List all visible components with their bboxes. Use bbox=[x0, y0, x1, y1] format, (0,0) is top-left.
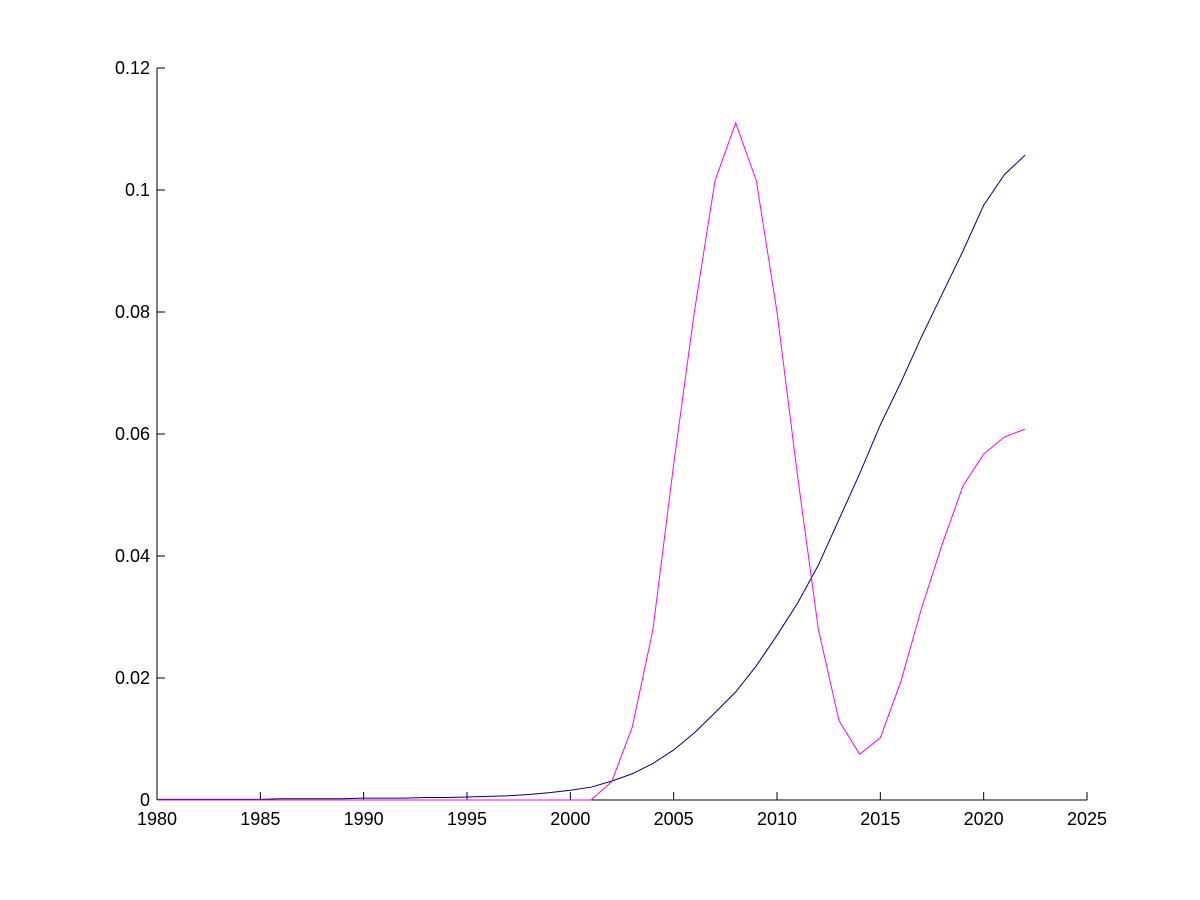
y-tick-label: 0.08 bbox=[115, 302, 150, 322]
x-tick-label: 1990 bbox=[344, 809, 384, 829]
x-tick-label: 2000 bbox=[550, 809, 590, 829]
y-tick-label: 0.04 bbox=[115, 546, 150, 566]
y-tick-label: 0 bbox=[140, 790, 150, 810]
x-tick-label: 1985 bbox=[240, 809, 280, 829]
y-tick-label: 0.12 bbox=[115, 58, 150, 78]
y-tick-label: 0.06 bbox=[115, 424, 150, 444]
y-tick-label: 0.02 bbox=[115, 668, 150, 688]
x-tick-label: 2010 bbox=[757, 809, 797, 829]
x-tick-label: 2025 bbox=[1067, 809, 1107, 829]
x-tick-label: 1980 bbox=[137, 809, 177, 829]
x-tick-label: 2020 bbox=[964, 809, 1004, 829]
x-tick-label: 2005 bbox=[654, 809, 694, 829]
x-tick-label: 2015 bbox=[860, 809, 900, 829]
y-tick-label: 0.1 bbox=[125, 180, 150, 200]
series-line bbox=[157, 121, 1026, 801]
x-tick-label: 1995 bbox=[447, 809, 487, 829]
series-line bbox=[157, 154, 1026, 800]
